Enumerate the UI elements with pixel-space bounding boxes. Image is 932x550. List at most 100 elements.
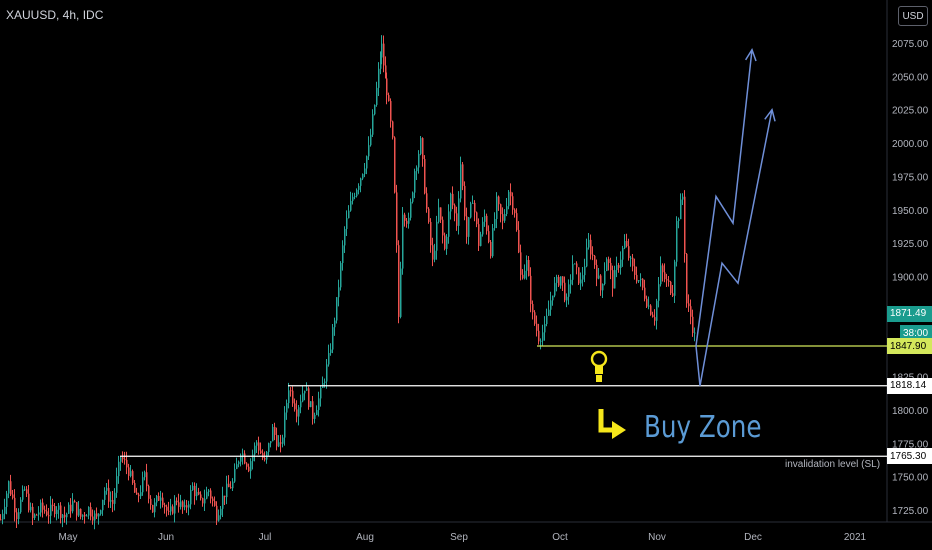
candle-body (568, 284, 570, 297)
candle-body (630, 257, 632, 259)
candle-body (254, 445, 256, 455)
candle-body (400, 268, 402, 317)
candle-body (620, 259, 622, 268)
candle-body (242, 453, 244, 456)
candle-body (218, 515, 220, 521)
candle-body (374, 104, 376, 115)
candle-body (102, 499, 104, 511)
candle-body (112, 500, 114, 504)
candle-body (650, 305, 652, 315)
candle-body (16, 512, 18, 520)
candle-body (416, 167, 418, 172)
candle-body (618, 265, 620, 268)
candle-body (448, 211, 450, 237)
candle-body (524, 270, 526, 279)
candle-body (676, 220, 678, 262)
candle-body (46, 511, 48, 516)
candle-body (590, 239, 592, 255)
candle-body (142, 477, 144, 493)
candle-body (232, 481, 234, 489)
candle-body (526, 260, 528, 271)
candle-body (442, 219, 444, 236)
y-tick-label: 2075.00 (892, 39, 929, 50)
candle-body (288, 390, 290, 404)
candle-body (604, 271, 606, 284)
currency-button[interactable]: USD (898, 6, 928, 26)
candle-body (72, 501, 74, 512)
candle-body (552, 295, 554, 301)
candle-body (52, 504, 54, 507)
candle-body (330, 349, 332, 353)
candle-body (456, 213, 458, 226)
candle-body (8, 481, 10, 494)
candle-body (172, 506, 174, 514)
candle-body (544, 324, 546, 333)
candle-body (574, 263, 576, 265)
x-tick-label: 2021 (844, 532, 867, 543)
candle-body (154, 502, 156, 513)
candle-body (184, 505, 186, 508)
candle-body (542, 332, 544, 341)
projection-path (695, 109, 773, 387)
candle-body (538, 330, 540, 342)
candle-body (350, 200, 352, 211)
candle-body (88, 507, 90, 516)
y-tick-label: 1775.00 (892, 439, 929, 450)
candle-body (506, 206, 508, 215)
candle-body (302, 393, 304, 402)
candle-body (606, 259, 608, 272)
y-tick-label: 1750.00 (892, 473, 929, 484)
candle-body (580, 279, 582, 284)
candle-body (44, 509, 46, 512)
candle-body (298, 407, 300, 417)
candle-body (28, 493, 30, 511)
candle-body (426, 193, 428, 209)
candle-body (310, 401, 312, 408)
candle-body (192, 485, 194, 491)
candle-body (584, 266, 586, 276)
candle-body (318, 398, 320, 411)
candle-body (484, 215, 486, 222)
y-tick-label: 1725.00 (892, 506, 929, 517)
candle-body (240, 455, 242, 462)
lightbulb-icon (590, 350, 608, 382)
candle-body (490, 241, 492, 257)
candle-body (336, 297, 338, 321)
candle-body (598, 275, 600, 279)
x-tick-label: Oct (552, 532, 568, 543)
candle-body (364, 168, 366, 175)
candle-body (56, 509, 58, 515)
candle-body (414, 171, 416, 193)
candle-body (334, 320, 336, 328)
candle-body (290, 390, 292, 392)
candle-body (74, 501, 76, 503)
candle-body (368, 145, 370, 157)
candle-body (324, 381, 326, 384)
candle-body (264, 458, 266, 460)
candle-body (628, 246, 630, 259)
candle-body (520, 252, 522, 275)
candle-body (404, 214, 406, 221)
candle-body (636, 274, 638, 282)
candle-body (476, 212, 478, 225)
candle-body (614, 270, 616, 289)
candle-body (202, 498, 204, 504)
candle-body (124, 459, 126, 461)
candle-body (530, 275, 532, 305)
candle-body (38, 512, 40, 515)
candle-body (666, 279, 668, 281)
y-tick-label: 1900.00 (892, 273, 929, 284)
candle-body (390, 101, 392, 122)
candle-body (222, 495, 224, 509)
candle-body (194, 485, 196, 497)
candle-body (296, 409, 298, 417)
candle-body (68, 504, 70, 514)
candle-body (10, 481, 12, 495)
candle-body (200, 494, 202, 499)
symbol-label: XAUUSD, 4h, IDC (6, 8, 104, 22)
candle-body (304, 390, 306, 394)
candle-body (436, 221, 438, 251)
y-tick-label: 2025.00 (892, 106, 929, 117)
candle-body (410, 201, 412, 218)
